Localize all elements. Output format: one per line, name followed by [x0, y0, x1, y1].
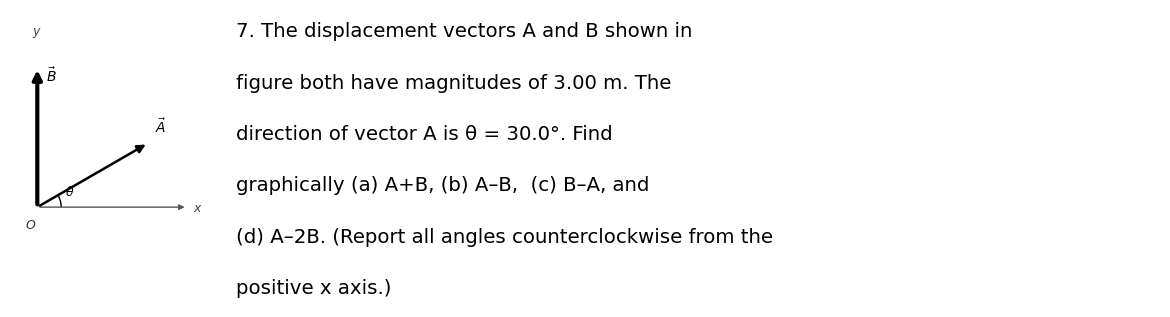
- Text: $x$: $x$: [193, 202, 202, 215]
- Text: $\vec{B}$: $\vec{B}$: [46, 67, 56, 85]
- Text: $\theta$: $\theta$: [66, 184, 75, 198]
- Text: direction of vector A is θ = 30.0°. Find: direction of vector A is θ = 30.0°. Find: [235, 125, 612, 144]
- Text: 7. The displacement vectors A and B shown in: 7. The displacement vectors A and B show…: [235, 22, 691, 41]
- Text: $O$: $O$: [25, 219, 36, 232]
- Text: $y$: $y$: [33, 26, 42, 40]
- Text: (d) A–2B. (Report all angles counterclockwise from the: (d) A–2B. (Report all angles countercloc…: [235, 228, 772, 247]
- Text: $\vec{A}$: $\vec{A}$: [154, 118, 166, 136]
- Text: graphically (a) A+B, (b) A–B,  (c) B–A, and: graphically (a) A+B, (b) A–B, (c) B–A, a…: [235, 176, 649, 195]
- Text: figure both have magnitudes of 3.00 m. The: figure both have magnitudes of 3.00 m. T…: [235, 74, 670, 93]
- Text: positive x axis.): positive x axis.): [235, 279, 391, 298]
